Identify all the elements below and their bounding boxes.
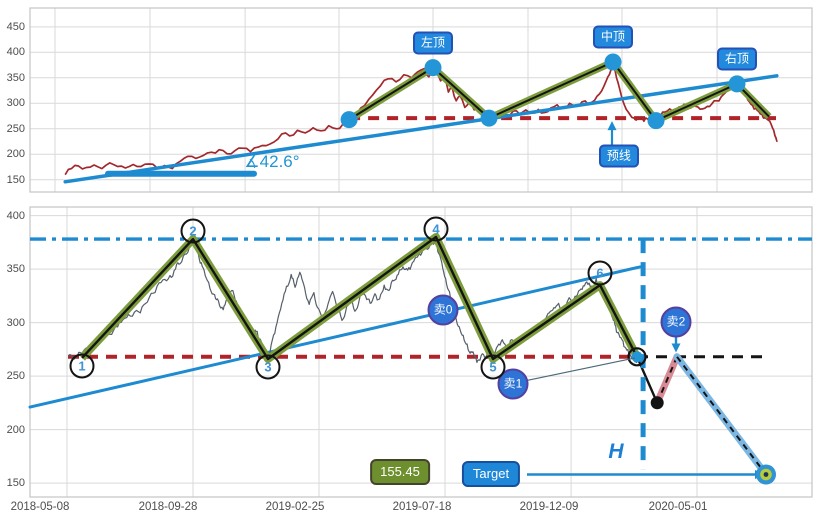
middle-top-badge: 中顶 <box>592 25 634 49</box>
vertex-circle-5: 5 <box>480 354 506 380</box>
vertex-circle-6: 6 <box>587 260 613 286</box>
bottom-y-tick-200: 200 <box>6 423 25 436</box>
x-tick-2020-05-01: 2020-05-01 <box>648 501 708 513</box>
top-y-tick-450: 450 <box>6 20 25 33</box>
top-y-tick-250: 250 <box>6 122 25 135</box>
top-y-tick-400: 400 <box>6 46 25 59</box>
trendline-angle-label: ∡42.6° <box>244 151 300 171</box>
sell-2-marker: 卖2 <box>660 306 692 337</box>
target-badge: Target <box>461 460 521 487</box>
bottom-y-tick-150: 150 <box>6 477 25 490</box>
x-tick-2019-12-09: 2019-12-09 <box>519 501 579 513</box>
x-tick-2018-05-08: 2018-05-08 <box>10 501 70 513</box>
bottom-y-tick-350: 350 <box>6 263 25 276</box>
x-tick-2019-07-18: 2019-07-18 <box>392 501 452 513</box>
target-price-badge: 155.45 <box>370 459 430 486</box>
neckline-badge: 预线 <box>598 144 639 168</box>
vertex-circle-2: 2 <box>180 218 206 244</box>
left-top-badge: 左顶 <box>412 31 454 55</box>
top-y-tick-200: 200 <box>6 148 25 161</box>
top-y-tick-150: 150 <box>6 173 25 186</box>
bottom-y-tick-400: 400 <box>6 209 25 222</box>
x-tick-2018-09-28: 2018-09-28 <box>138 501 198 513</box>
x-tick-2019-02-25: 2019-02-25 <box>265 501 325 513</box>
bottom-y-tick-300: 300 <box>6 316 25 329</box>
top-y-tick-350: 350 <box>6 71 25 84</box>
sell-0-marker: 卖0 <box>427 294 459 326</box>
right-top-badge: 右顶 <box>716 47 758 71</box>
height-h-label: H <box>608 440 624 464</box>
bottom-y-tick-250: 250 <box>6 370 25 383</box>
vertex-circle-3: 3 <box>255 354 281 380</box>
vertex-circle-4: 4 <box>423 216 449 242</box>
vertex-circle-1: 1 <box>69 353 95 379</box>
top-y-tick-300: 300 <box>6 97 25 110</box>
